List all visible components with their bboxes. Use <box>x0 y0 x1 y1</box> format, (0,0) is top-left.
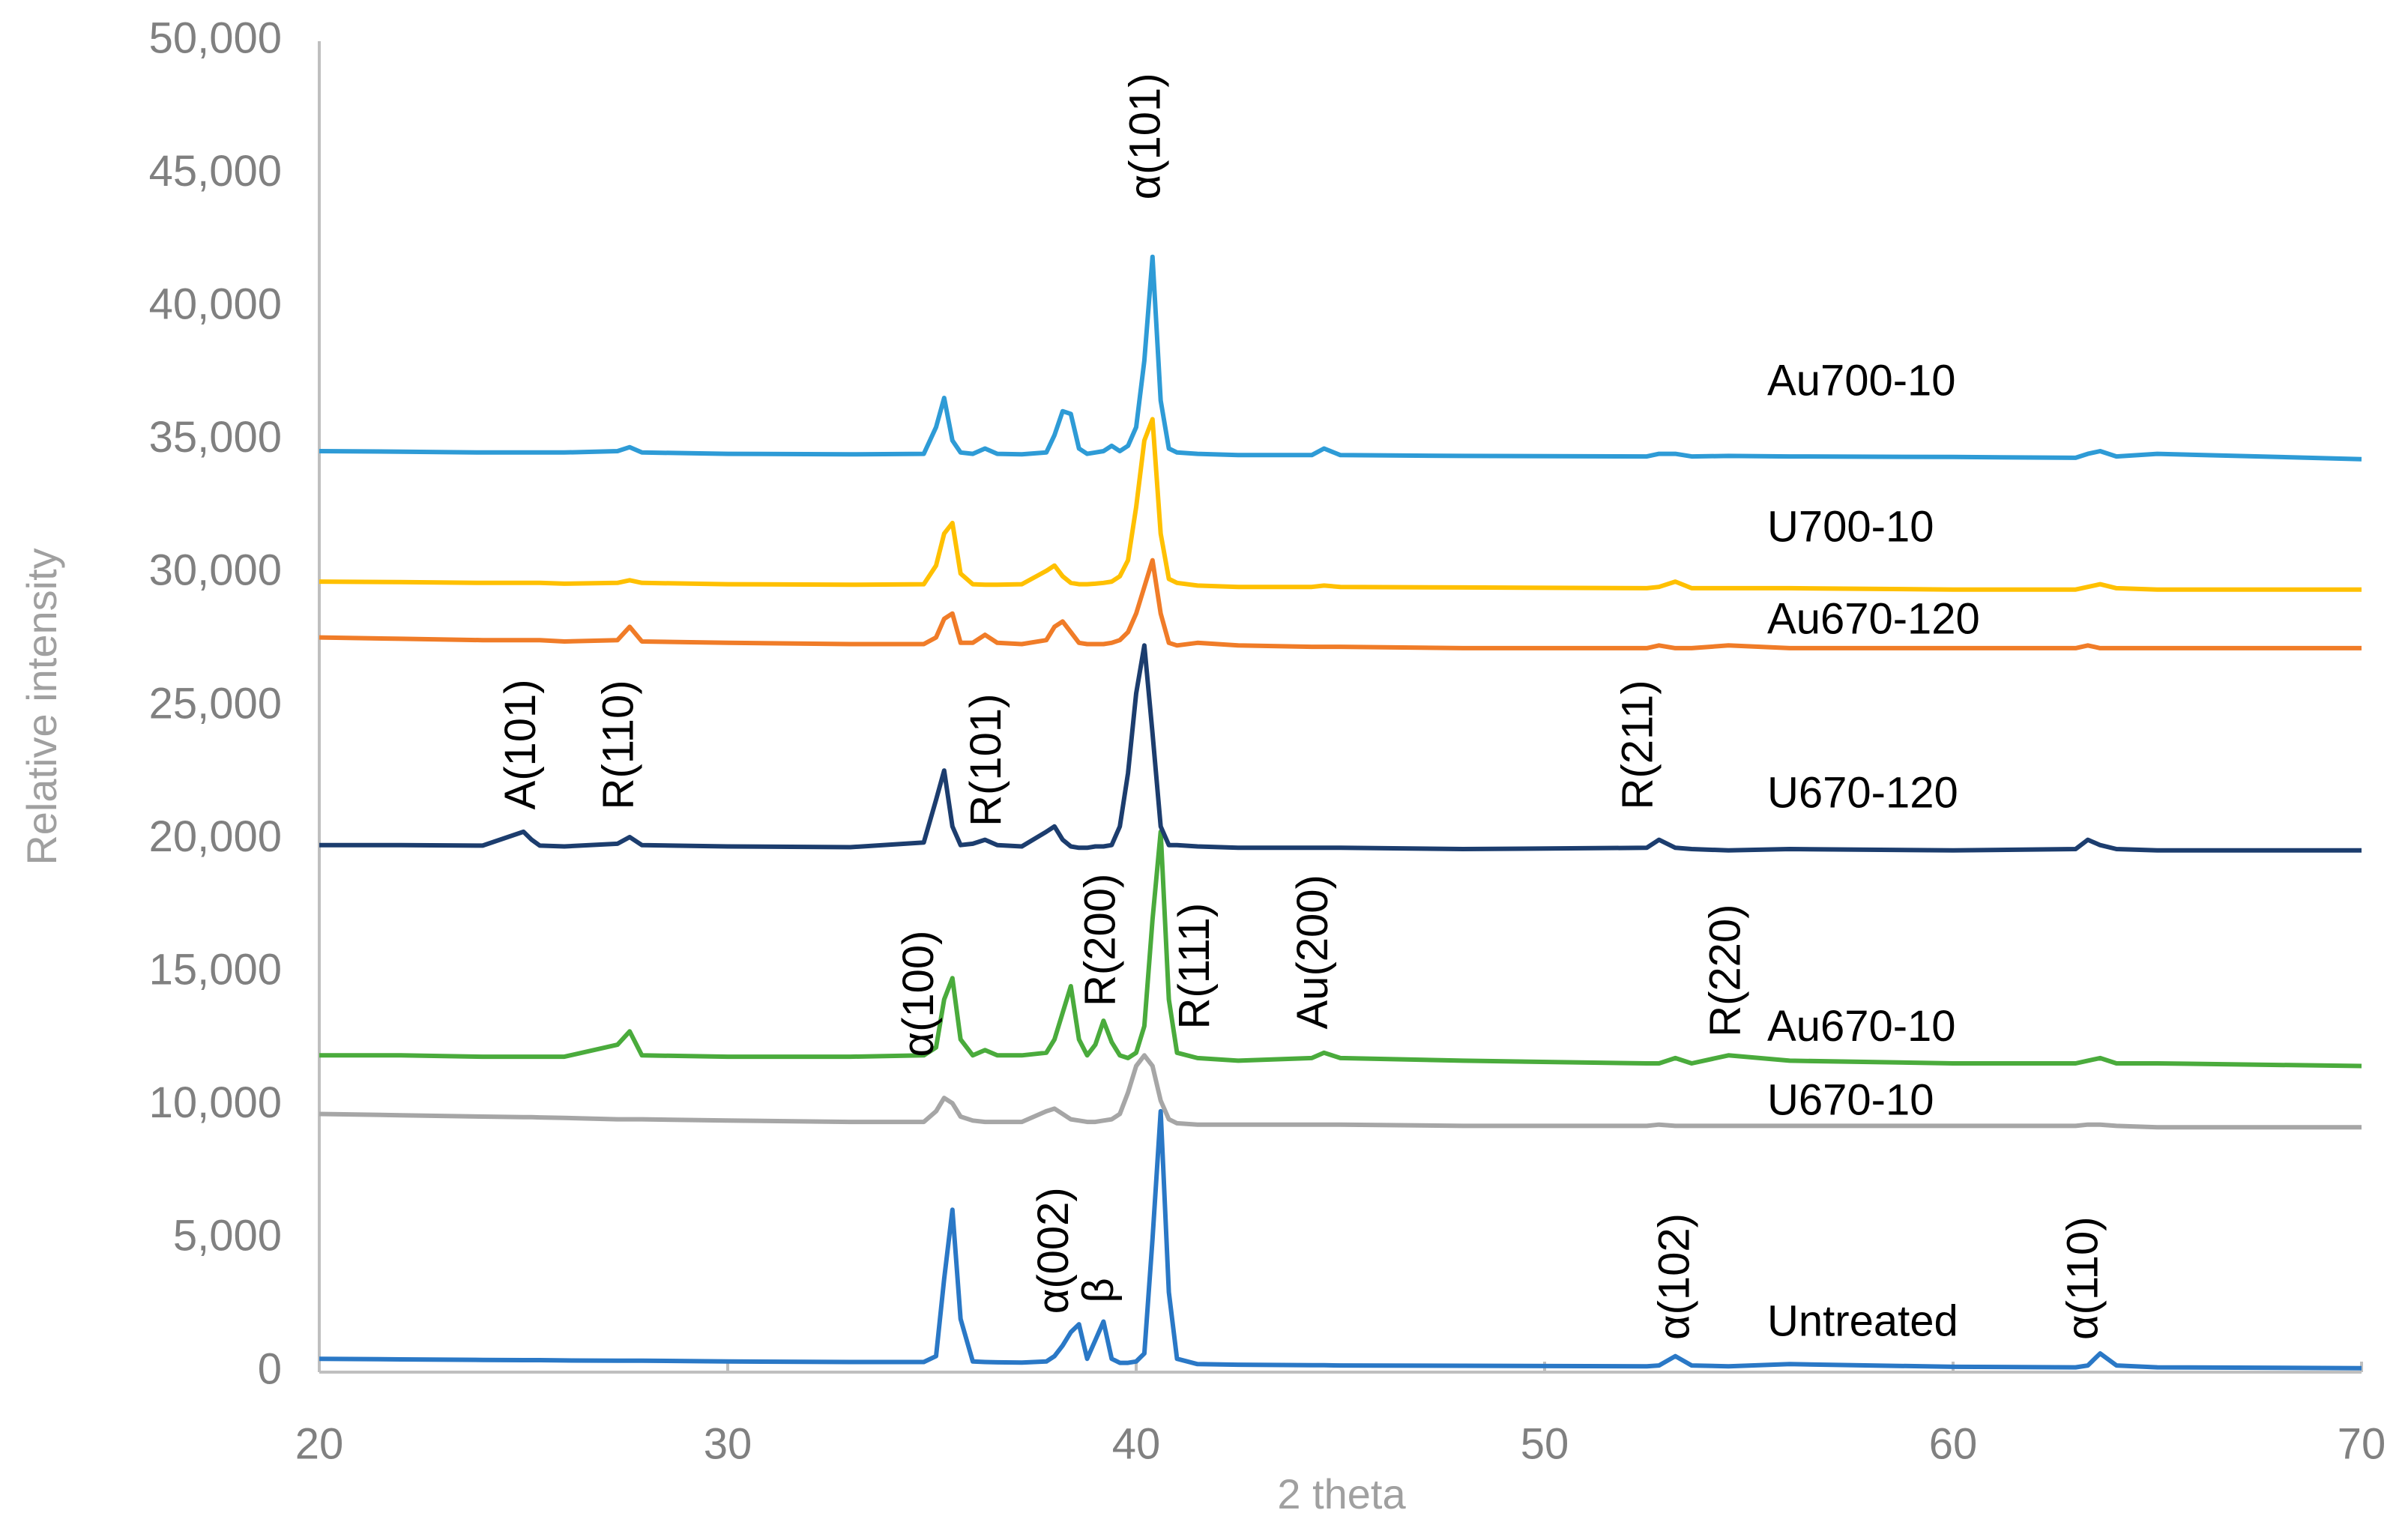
peak-annotation: Au(200) <box>1288 875 1337 1029</box>
y-tick-label: 35,000 <box>149 413 282 462</box>
series-label: Au670-120 <box>1767 594 1980 643</box>
y-tick-label: 30,000 <box>149 546 282 595</box>
peak-annotation: R(110) <box>594 680 643 809</box>
series-line <box>319 1108 2362 1371</box>
x-tick-label: 50 <box>1521 1419 1569 1468</box>
series-label: Au670-10 <box>1767 1002 1956 1051</box>
peak-annotation: α(102) <box>1650 1213 1698 1340</box>
y-tick-label: 15,000 <box>149 946 282 994</box>
series-line <box>319 829 2362 1069</box>
x-tick-label: 20 <box>295 1419 344 1468</box>
peak-annotation: R(220) <box>1701 905 1750 1037</box>
series-label: U670-10 <box>1767 1076 1934 1125</box>
peak-annotation: α(110) <box>2058 1216 2107 1340</box>
y-tick-label: 20,000 <box>149 812 282 861</box>
peak-annotation: β <box>1074 1278 1123 1302</box>
y-tick-label: 40,000 <box>149 280 282 329</box>
series-label: U670-120 <box>1767 768 1958 817</box>
y-tick-label: 50,000 <box>149 13 282 62</box>
peak-annotation: R(211) <box>1613 680 1662 809</box>
peak-annotation: R(111) <box>1170 903 1219 1030</box>
x-tick-label: 60 <box>1929 1419 1978 1468</box>
series-line <box>319 643 2362 853</box>
series-label: Au700-10 <box>1767 356 1956 405</box>
series-line <box>319 558 2362 650</box>
y-tick-label: 45,000 <box>149 147 282 196</box>
peak-annotation: α(101) <box>1121 73 1170 199</box>
x-axis-title: 2 theta <box>1277 1470 1406 1518</box>
x-tick-label: 40 <box>1112 1419 1161 1468</box>
y-tick-label: 0 <box>258 1344 282 1393</box>
series-line <box>319 417 2362 592</box>
y-tick-label: 25,000 <box>149 679 282 728</box>
x-tick-label: 30 <box>704 1419 752 1468</box>
series-line <box>319 1053 2362 1130</box>
y-tick-label: 10,000 <box>149 1078 282 1127</box>
y-tick-label: 5,000 <box>173 1212 282 1260</box>
peak-annotation: R(101) <box>962 694 1010 827</box>
peak-annotation: R(200) <box>1076 874 1125 1006</box>
peak-annotation: α(002) <box>1029 1187 1078 1314</box>
peak-annotation: α(100) <box>894 931 943 1057</box>
y-axis-title: Relative intensity <box>18 548 65 865</box>
series-label: Untreated <box>1767 1297 1958 1346</box>
series-line <box>319 254 2362 462</box>
peak-annotation: A(101) <box>496 679 545 809</box>
series-label: U700-10 <box>1767 502 1934 551</box>
x-tick-label: 70 <box>2338 1419 2386 1468</box>
